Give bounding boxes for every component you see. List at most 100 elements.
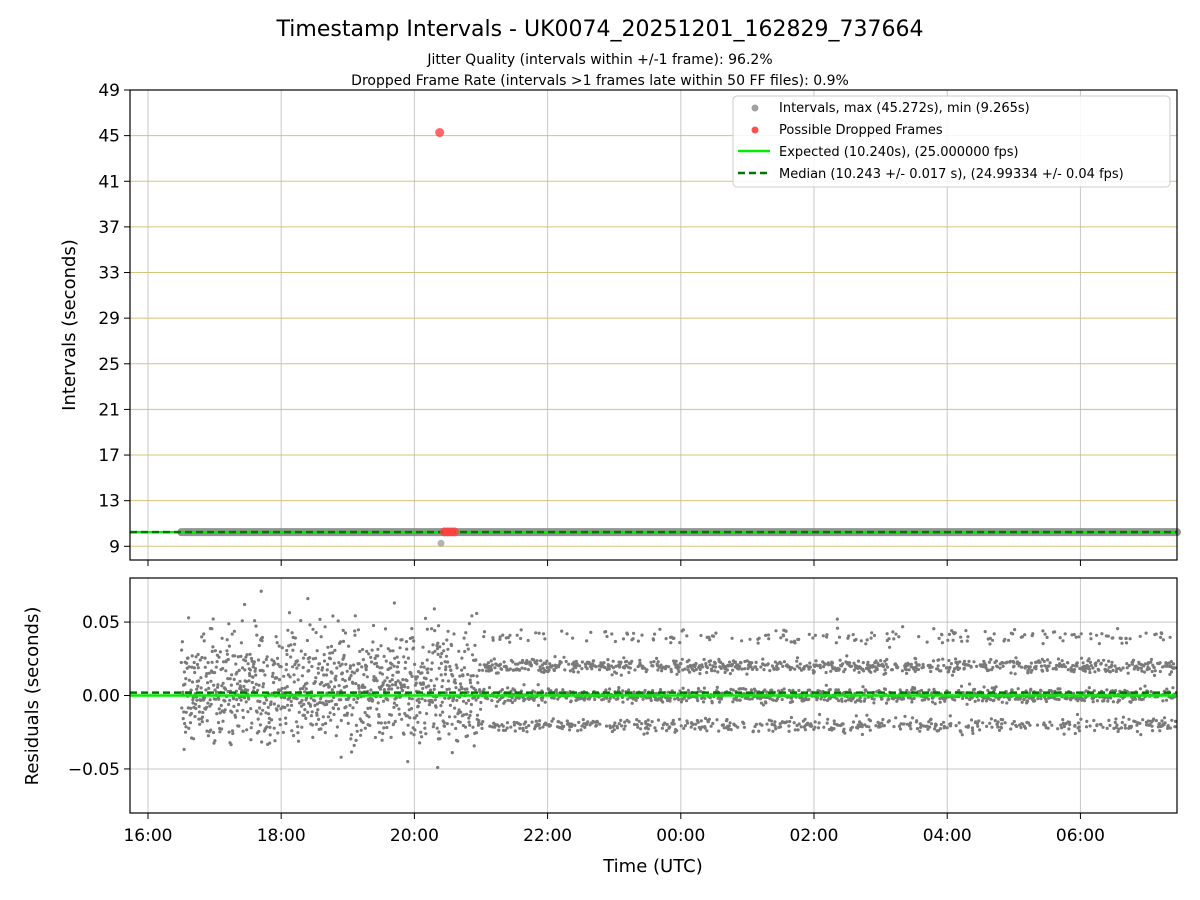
residual-point-2714 bbox=[938, 727, 943, 731]
residual-point-420 bbox=[297, 663, 301, 667]
residual-point-2055 bbox=[754, 660, 758, 665]
residual-point-964 bbox=[449, 668, 453, 673]
residual-point-2786 bbox=[959, 635, 963, 639]
residual-point-552 bbox=[334, 678, 338, 682]
residual-point-1140 bbox=[498, 635, 502, 639]
residual-point-1855 bbox=[698, 667, 702, 672]
residual-point-1115 bbox=[491, 638, 495, 642]
residual-point-2468 bbox=[870, 631, 874, 635]
residual-point-442 bbox=[303, 708, 307, 712]
residual-point-2243 bbox=[807, 697, 811, 702]
residual-point-540 bbox=[330, 688, 334, 692]
residual-point-1177 bbox=[508, 699, 513, 703]
residual-point-1795 bbox=[681, 628, 686, 632]
residual-point-955 bbox=[446, 679, 450, 683]
residual-point-1810 bbox=[686, 721, 690, 725]
residual-point-3173 bbox=[1067, 727, 1071, 731]
residual-point-561 bbox=[336, 619, 340, 623]
residual-point-3312 bbox=[1106, 699, 1110, 703]
residual-point-1376 bbox=[564, 659, 568, 664]
residual-point-2213 bbox=[798, 662, 802, 666]
residual-point-1575 bbox=[620, 691, 624, 696]
residual-point-1032 bbox=[468, 713, 472, 718]
residual-point-2782 bbox=[957, 666, 962, 670]
residual-point-870 bbox=[423, 721, 427, 725]
residual-point-1973 bbox=[731, 688, 735, 692]
residual-point-2717 bbox=[939, 722, 943, 727]
residual-point-3248 bbox=[1088, 670, 1092, 675]
residual-point-3070 bbox=[1038, 660, 1042, 664]
residual-point-934 bbox=[441, 710, 445, 714]
residual-point-401 bbox=[291, 734, 296, 738]
residual-point-2523 bbox=[885, 632, 889, 636]
residual-point-447 bbox=[304, 687, 308, 691]
residual-point-1358 bbox=[559, 660, 563, 664]
residual-point-871 bbox=[423, 726, 427, 730]
residual-point-1778 bbox=[677, 698, 681, 702]
residual-point-2610 bbox=[909, 662, 914, 666]
residual-point-1862 bbox=[700, 725, 704, 729]
residual-point-89 bbox=[204, 674, 208, 678]
residual-point-1733 bbox=[664, 637, 668, 641]
residual-point-994 bbox=[457, 688, 461, 692]
residual-point-906 bbox=[433, 629, 437, 633]
residual-point-735 bbox=[385, 725, 389, 730]
residual-point-645 bbox=[360, 665, 364, 669]
residual-point-1813 bbox=[686, 688, 691, 692]
residual-point-1581 bbox=[621, 637, 626, 641]
residual-point-1907 bbox=[713, 669, 717, 673]
residual-point-911 bbox=[434, 705, 438, 709]
residual-point-1678 bbox=[649, 696, 653, 700]
residual-point-290 bbox=[260, 635, 264, 640]
residual-point-1697 bbox=[654, 729, 658, 733]
residual-point-1620 bbox=[632, 722, 637, 727]
residual-point-524 bbox=[326, 645, 330, 649]
residual-point-986 bbox=[455, 666, 459, 670]
residual-point-2379 bbox=[845, 654, 849, 658]
residual-point-2476 bbox=[872, 701, 876, 705]
residual-point-1059 bbox=[475, 713, 480, 717]
residual-point-478 bbox=[313, 703, 317, 708]
residual-point-2805 bbox=[964, 629, 968, 633]
residual-point-1693 bbox=[653, 726, 657, 730]
residual-point-922 bbox=[437, 666, 441, 670]
residual-point-534 bbox=[329, 718, 333, 722]
residual-point-2505 bbox=[880, 697, 884, 701]
residual-point-2014 bbox=[743, 667, 747, 671]
residual-point-3282 bbox=[1097, 642, 1101, 646]
residual-point-2810 bbox=[965, 639, 969, 643]
residual-point-312 bbox=[267, 712, 271, 716]
residual-point-2142 bbox=[778, 725, 783, 729]
residual-point-207 bbox=[237, 668, 241, 673]
residual-point-539 bbox=[330, 671, 334, 675]
residual-point-662 bbox=[364, 664, 369, 669]
residual-point-500 bbox=[319, 635, 323, 639]
residual-point-2686 bbox=[931, 700, 935, 704]
residual-point-3099 bbox=[1046, 726, 1050, 730]
residual-point-2620 bbox=[912, 696, 916, 701]
residual-point-1272 bbox=[535, 659, 539, 663]
residual-point-3310 bbox=[1105, 726, 1109, 731]
residual-point-2927 bbox=[998, 666, 1002, 670]
residual-point-3499 bbox=[1158, 661, 1162, 665]
residual-point-58 bbox=[195, 662, 200, 667]
residual-point-2484 bbox=[874, 659, 878, 663]
residual-point-2113 bbox=[770, 664, 775, 668]
residual-point-3128 bbox=[1054, 667, 1058, 671]
residual-point-2141 bbox=[778, 722, 782, 726]
residual-point-575 bbox=[340, 662, 344, 666]
residual-point-951 bbox=[445, 722, 449, 726]
residual-point-2500 bbox=[879, 659, 883, 663]
residual-point-724 bbox=[382, 726, 386, 730]
residual-point-246 bbox=[248, 652, 252, 656]
intervals-frame bbox=[129, 89, 1178, 561]
residual-point-1388 bbox=[568, 728, 572, 732]
residual-point-95 bbox=[206, 701, 210, 705]
residual-point-1488 bbox=[595, 720, 600, 724]
residual-point-1556 bbox=[614, 671, 619, 675]
residual-point-2951 bbox=[1005, 701, 1009, 705]
residual-point-3147 bbox=[1060, 726, 1064, 730]
residual-point-1713 bbox=[658, 688, 663, 692]
residual-point-200 bbox=[235, 709, 239, 713]
residual-point-1900 bbox=[711, 721, 715, 726]
